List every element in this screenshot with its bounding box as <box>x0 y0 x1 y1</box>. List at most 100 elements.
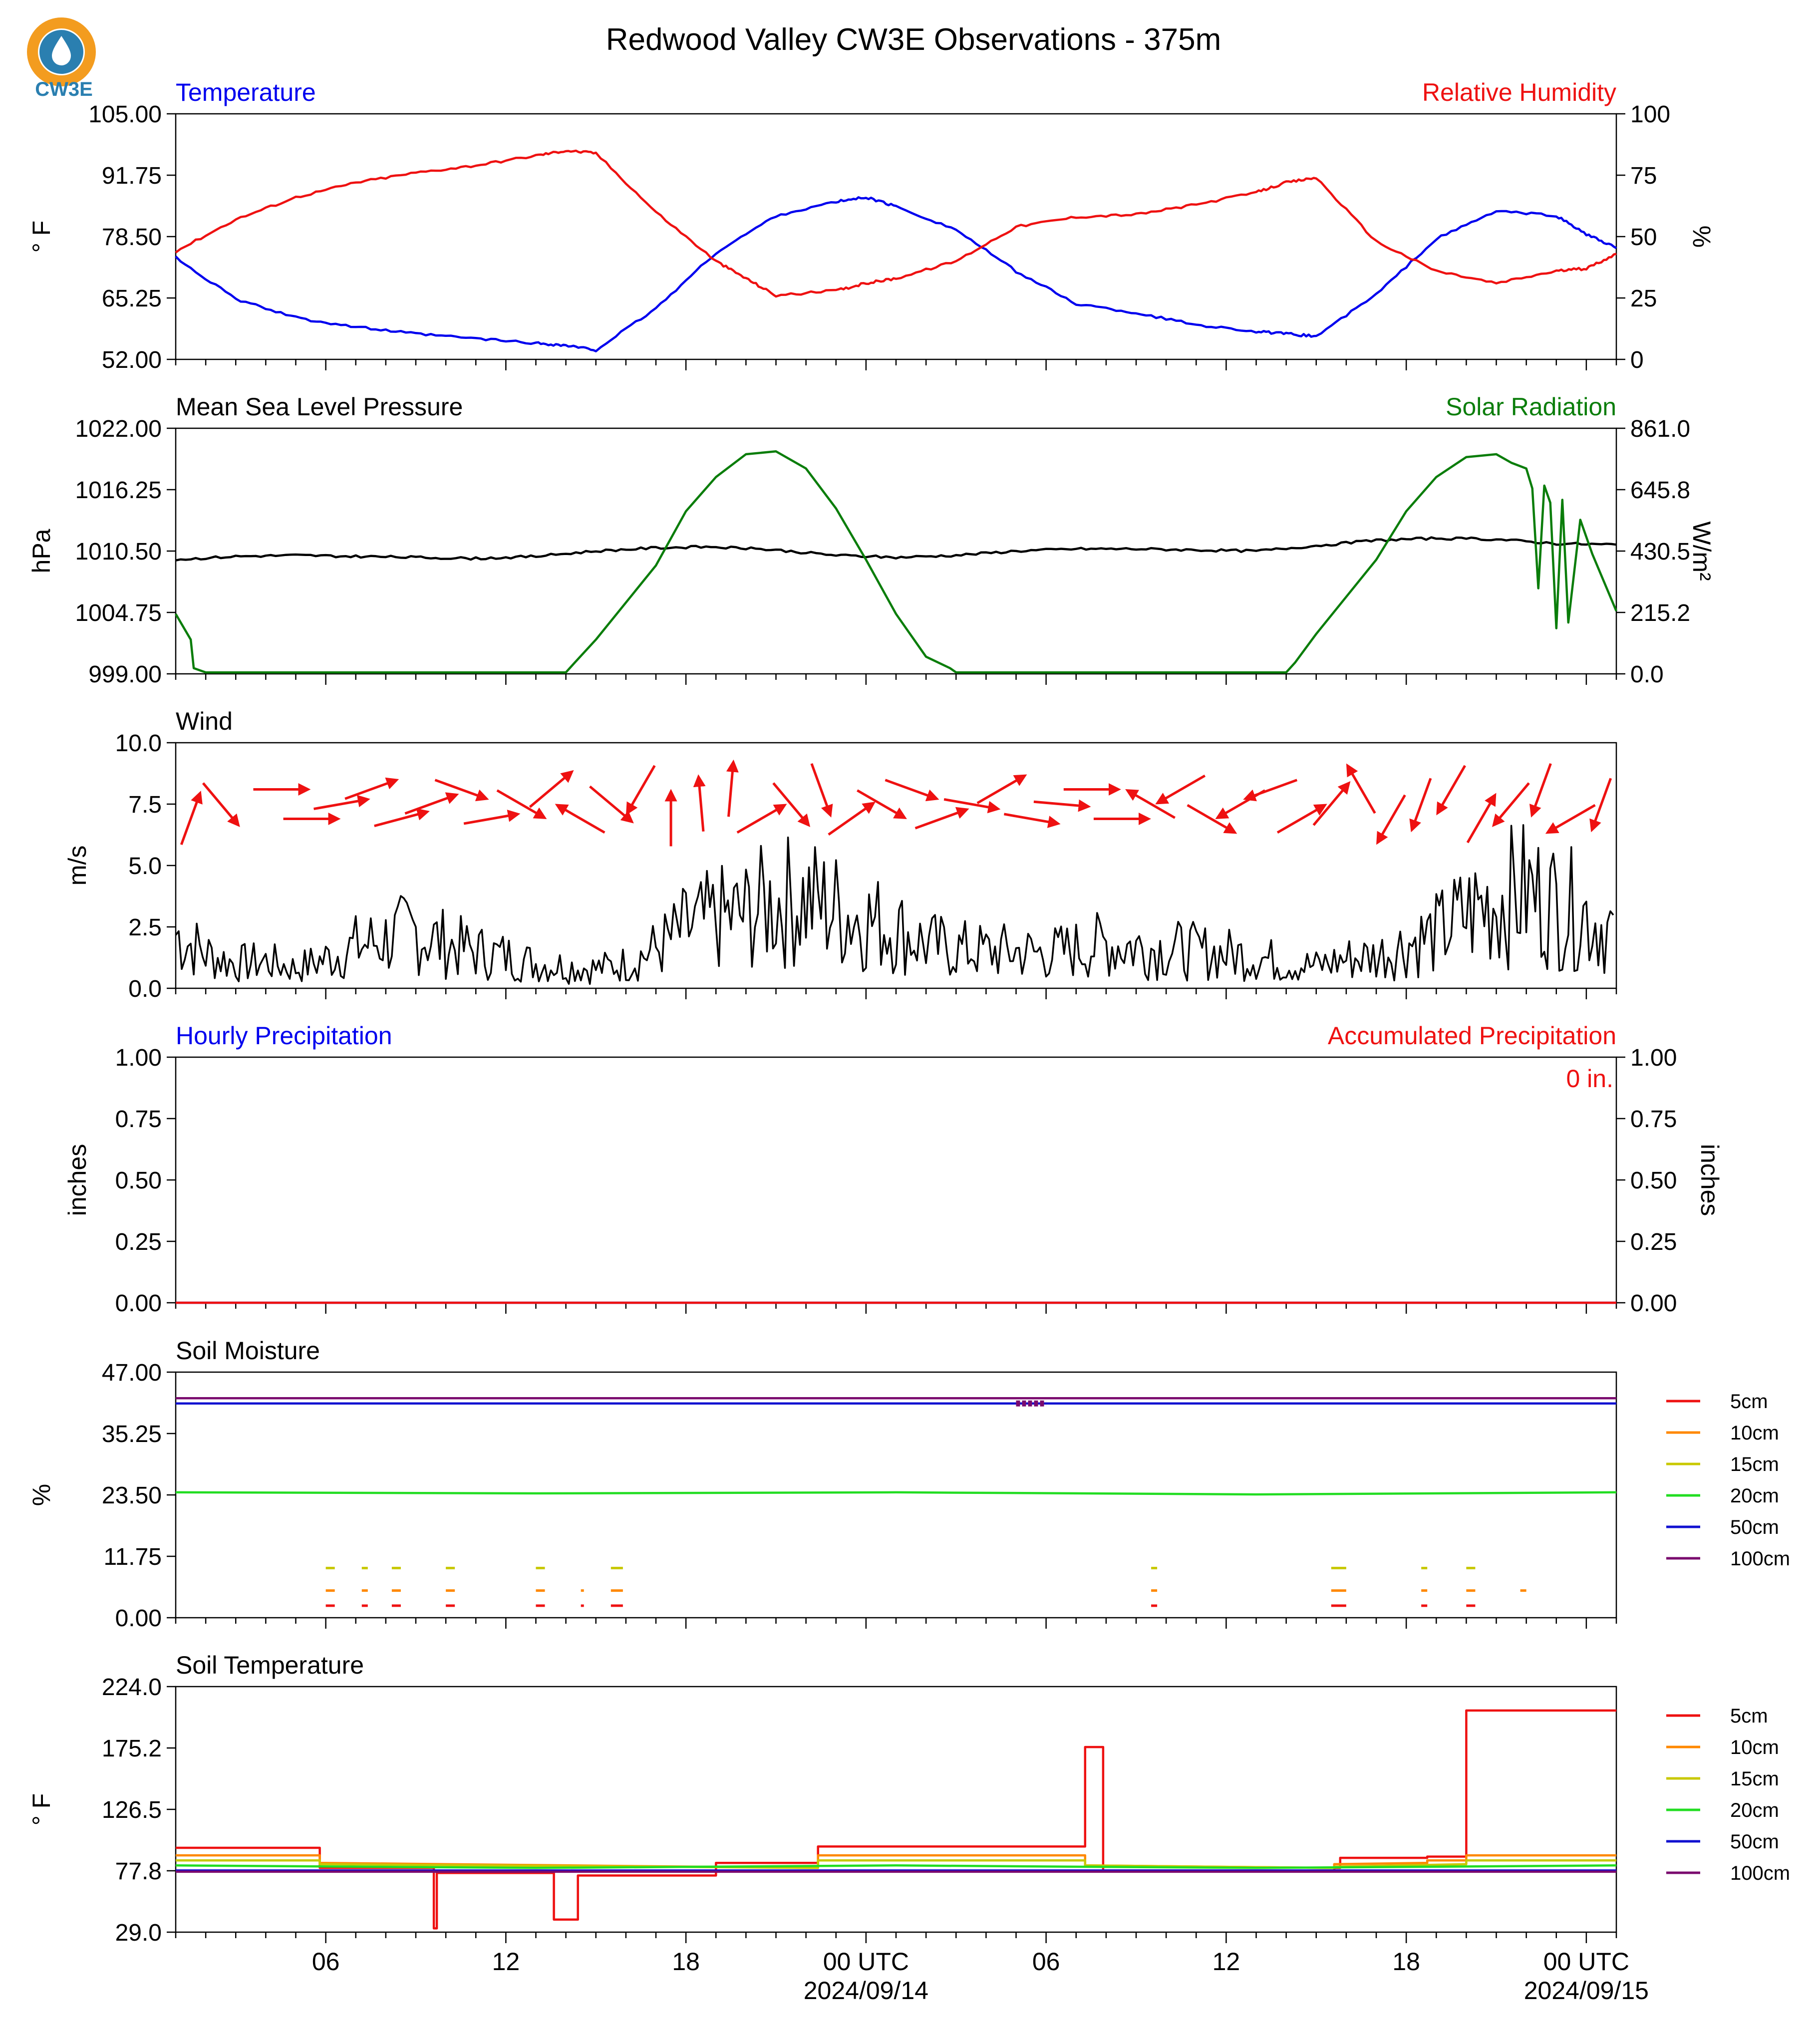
figure-title: Redwood Valley CW3E Observations - 375m <box>606 22 1221 57</box>
time-tick-label: 12 <box>1213 1948 1240 1976</box>
wind-arrow <box>1243 779 1298 802</box>
series-line-20cm <box>175 1491 1617 1496</box>
y-tick-label: 1010.50 <box>75 539 162 565</box>
y-tick-label: 7.5 <box>128 792 162 818</box>
panel-right-title: Solar Radiation <box>1446 393 1616 421</box>
logo-drop-icon <box>52 36 71 65</box>
wind-arrow <box>555 804 606 834</box>
wind-arrow <box>1589 778 1612 833</box>
date-label: 2024/09/14 <box>804 1977 928 2005</box>
legend-label: 50cm <box>1730 1516 1779 1538</box>
panel-precipitation: Hourly Precipitation Accumulated Precipit… <box>63 1022 1724 1317</box>
wind-arrow <box>529 770 574 808</box>
legend-label: 5cm <box>1730 1705 1768 1727</box>
wind-arrow <box>693 774 706 832</box>
wind-arrow <box>726 759 739 817</box>
y-tick-label: 25 <box>1630 286 1657 312</box>
time-tick-label: 18 <box>1392 1948 1420 1976</box>
y-tick-label: 0.75 <box>1630 1106 1677 1133</box>
wind-arrow <box>772 782 811 827</box>
y-tick-label: 10.0 <box>115 730 162 757</box>
date-label: 2024/09/15 <box>1524 1977 1649 2005</box>
panel-left-title: Hourly Precipitation <box>176 1022 392 1050</box>
time-tick-label: 18 <box>672 1948 700 1976</box>
series-line-15cm <box>176 1859 1616 1869</box>
y-tick-label: 0.50 <box>1630 1167 1677 1194</box>
panel-wind: Wind 10.0 7.5 5.0 2.5 0.0 m/s <box>63 707 1617 1002</box>
y-tick-label: 999.00 <box>88 661 162 688</box>
plot-frame <box>175 1056 1617 1304</box>
y-axis-label-right: W/m² <box>1688 521 1716 580</box>
panel-left-title: Wind <box>176 707 233 735</box>
wind-arrow <box>885 779 939 802</box>
series-line-relative-humidity <box>175 149 1617 298</box>
wind-arrow <box>1003 813 1061 828</box>
wind-arrow <box>1033 799 1091 812</box>
wind-arrow <box>810 763 833 818</box>
panels: Temperature Relative Humidity 105.00 91.75 7… <box>27 78 1790 1946</box>
wind-arrow <box>943 798 1001 814</box>
y-tick-label: 126.5 <box>102 1797 162 1823</box>
y-tick-label: 0.00 <box>115 1290 162 1317</box>
time-tick-label: 00 UTC <box>823 1948 909 1976</box>
y-tick-label: 35.25 <box>102 1421 162 1448</box>
y-tick-label: 0.75 <box>115 1106 162 1133</box>
y-tick-label: 215.2 <box>1630 600 1690 626</box>
y-tick-label: 430.5 <box>1630 539 1690 565</box>
y-axis-label: ° F <box>27 221 55 253</box>
y-tick-label: 0.00 <box>1630 1290 1677 1317</box>
y-tick-label: 0.0 <box>128 976 162 1002</box>
legend: 5cm 10cm 15cm 20cm 50cm 100cm <box>1666 1705 1790 1884</box>
wind-arrow <box>434 779 489 802</box>
y-axis-label: ° F <box>27 1793 55 1825</box>
y-tick-label: 5.0 <box>128 853 162 879</box>
legend-label: 100cm <box>1730 1862 1790 1884</box>
wind-arrow <box>1187 804 1237 834</box>
series-line-mean-sea-level-pressure <box>175 536 1617 562</box>
time-axis: 06 12 18 00 UTC 06 12 18 00 UTC 2024/09/… <box>312 1948 1649 2005</box>
time-tick-label: 06 <box>1032 1948 1060 1976</box>
y-tick-label: 0.25 <box>1630 1229 1677 1255</box>
y-tick-label: 0.25 <box>115 1229 162 1255</box>
time-tick-label: 00 UTC <box>1543 1948 1629 1976</box>
plot-frame <box>175 113 1617 360</box>
wind-arrow <box>1529 763 1552 818</box>
y-tick-label: 77.8 <box>115 1858 162 1885</box>
logo-text: CW3E <box>35 78 93 100</box>
legend-label: 10cm <box>1730 1737 1779 1758</box>
wind-arrow <box>496 789 547 820</box>
y-tick-label: 224.0 <box>102 1674 162 1701</box>
y-axis-label: % <box>27 1484 55 1506</box>
cw3e-logo: CW3E <box>27 17 96 100</box>
wind-arrow <box>313 795 370 811</box>
y-tick-label: 1.00 <box>115 1045 162 1071</box>
wind-arrow <box>589 785 634 824</box>
wind-arrow <box>976 774 1027 805</box>
y-axis-label-right: inches <box>1696 1144 1724 1216</box>
y-tick-label: 11.75 <box>103 1544 162 1570</box>
y-tick-label: 29.0 <box>115 1920 162 1946</box>
wind-arrow <box>736 804 787 834</box>
wind-arrow <box>1155 774 1206 805</box>
panel-pressure-solar: Mean Sea Level Pressure Solar Radiation 10… <box>27 393 1716 688</box>
wind-arrow <box>857 789 907 820</box>
wind-arrow <box>180 791 203 846</box>
plot-frame <box>175 427 1617 675</box>
wind-arrow <box>1276 804 1327 834</box>
panel-right-title: Accumulated Precipitation <box>1328 1022 1616 1050</box>
legend: 5cm 10cm 15cm 20cm 50cm 100cm <box>1666 1391 1790 1570</box>
legend-label: 100cm <box>1730 1548 1790 1570</box>
panel-left-title: Soil Temperature <box>176 1651 364 1679</box>
time-tick-label: 06 <box>312 1948 340 1976</box>
wind-arrow <box>1492 782 1530 827</box>
panel-temperature-humidity: Temperature Relative Humidity 105.00 91.75 7… <box>27 78 1716 373</box>
series-line-5cm <box>176 1709 1616 1930</box>
wind-arrow <box>1376 794 1406 845</box>
y-tick-label: 75 <box>1630 163 1657 189</box>
panel-right-title: Relative Humidity <box>1422 78 1616 106</box>
wind-arrow <box>1545 804 1596 834</box>
y-tick-label: 2.5 <box>128 914 162 941</box>
logo-ring <box>27 17 96 86</box>
